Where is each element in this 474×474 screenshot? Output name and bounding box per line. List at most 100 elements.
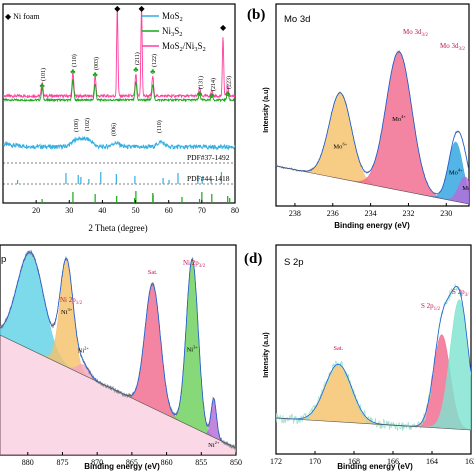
ni3s2-peak-marker: ♣ (225, 89, 231, 98)
xps-envelope (276, 286, 471, 427)
panel-a-legend: MoS2 Ni3S2 MoS2/Ni3S2 (142, 11, 206, 53)
panel-d-title: S 2p (284, 257, 304, 268)
ni3s2-peak-marker: ♣ (70, 67, 76, 76)
xps-component-label: Sat. (148, 269, 158, 276)
nifoam-peak-marker: ◆ (220, 23, 227, 32)
ni3s2-peak-marker: ♣ (133, 65, 139, 74)
panel-c-tick-label: 860 (161, 458, 173, 467)
ni3s2-peak-label: (003) (93, 57, 100, 70)
panel-b-title: Mo 3d (284, 14, 310, 25)
panel-d-letter: (d) (244, 251, 262, 267)
legend-label-composite: MoS2/Ni3S2 (162, 41, 206, 53)
mos2-peak-label: (006) (111, 123, 118, 136)
panel-d-tick-label: 162 (465, 457, 474, 466)
legend-label-mos2: MoS2 (162, 11, 183, 23)
panel-d-tick-label: 170 (309, 457, 321, 466)
s2p-right-label: S 2p3/ (452, 288, 469, 298)
panel-d-tick-label: 166 (387, 457, 399, 466)
panel-b-mo3d: Mo6+Mo4+Mo4+Mo6+ 238236234232230228 (b) … (247, 3, 474, 230)
pdf-label-2: PDF#44-1418 (187, 174, 230, 183)
pdf-label-1: PDF#37-1492 (187, 153, 230, 162)
legend-label-ni3s2: Ni3S2 (162, 26, 183, 38)
ni2p-left-label: Ni 2p1/2 (60, 296, 83, 306)
xps-component-3 (431, 176, 469, 205)
panel-b-tick-label: 234 (365, 209, 377, 218)
panel-c-tick-label: 855 (195, 458, 207, 467)
panel-c-tick-label: 850 (230, 458, 242, 467)
ni3s2-peak-label: (122) (151, 54, 158, 67)
ni3s2-peak-marker: ♣ (93, 70, 99, 79)
ni2p-right-label: Ni 2p3/2 (183, 259, 206, 269)
panel-b-letter: (b) (247, 7, 265, 23)
panel-b-tick-label: 236 (327, 209, 339, 218)
panel-a-tick-label: 20 (32, 206, 40, 215)
panel-d-frame (275, 244, 472, 455)
panel-a-xrd: ◆ ◆◆♣(101) ♣(110)♣(003) ♣(211)♣(122)♣(131)♣… (2, 3, 239, 233)
ni3s2-peak-label: (131) (198, 76, 205, 89)
xps-component-label: Mo6+ (333, 142, 347, 151)
xps-envelope (276, 51, 469, 195)
panel-b-frame (275, 3, 470, 207)
ni3s2-peak-label: (223) (226, 76, 233, 89)
panel-d-tick-label: 172 (270, 457, 282, 466)
panel-c-tick-label: 880 (22, 458, 34, 467)
panel-b-tick-label: 238 (289, 209, 301, 218)
panel-c-title: p (1, 254, 6, 265)
ni3s2-peak-label: (110) (71, 54, 78, 67)
panel-a-frame (2, 3, 236, 204)
xps-baseline (0, 334, 236, 449)
xps-component-label: Mo4+ (392, 114, 406, 123)
ni3s2-peak-label: (211) (134, 52, 141, 65)
xps-component-label: Ni3+ (61, 307, 73, 316)
ni3s2-peak-marker: ♣ (150, 67, 156, 76)
ni3s2-peak-marker: ♣ (209, 91, 215, 100)
xps-component-label: Ni2+ (208, 440, 220, 449)
xps-baseline (276, 165, 469, 205)
xps-component-label: Mo4+ (449, 168, 463, 177)
nifoam-legend: ◆ Ni foam (5, 12, 40, 21)
panel-a-tick-label: 60 (165, 206, 173, 215)
xps-background-area (0, 335, 236, 455)
xps-component-label: Sat. (26, 239, 36, 246)
ni3s2-peak-marker: ♣ (197, 89, 203, 98)
panel-c-tick-label: 865 (126, 458, 138, 467)
panel-b-ylabel: Intensity (a.u) (263, 87, 270, 133)
panel-a-tick-label: 50 (132, 206, 140, 215)
panel-b-tick-label: 230 (440, 209, 452, 218)
nifoam-peak-marker: ◆ (138, 4, 145, 13)
xps-component-label: Ni3+ (187, 344, 199, 353)
panel-a-tick-label: 30 (65, 206, 73, 215)
nifoam-peak-marker: ◆ (114, 4, 121, 13)
panel-d-tick-label: 168 (348, 457, 360, 466)
panel-c-xlabel: Binding energy (eV) (84, 462, 160, 471)
panel-c-tick-label: 870 (91, 458, 103, 467)
xps-component-label: Ni2+ (78, 346, 90, 355)
panel-d-ylabel: Intensity (a.u) (263, 332, 270, 378)
s2p-left-label: S 2p1/2 (421, 302, 441, 312)
panel-c-tick-label: 875 (56, 458, 68, 467)
panel-a-tick-label: 70 (198, 206, 206, 215)
xps-component-label: Mo6+ (462, 183, 474, 192)
ni3s2-peak-label: (214) (210, 78, 217, 91)
panel-c-ni2p: Sat. Ni3+ Ni2+ Sat. Ni3+ Ni2+ 880 875 870 865 860… (0, 239, 242, 471)
mos2-peak-label: (100) (73, 119, 80, 132)
panel-b-tick-label: 232 (402, 209, 414, 218)
panel-d-xlabel: Binding energy (eV) (337, 462, 413, 471)
xps-baseline (276, 417, 471, 431)
mos2-peak-label: (110) (156, 120, 163, 133)
mo3d-left-label: Mo 3d3/2 (403, 28, 428, 38)
ni3s2-peak-marker: ♣ (39, 81, 45, 90)
xrd-series-mos2 (3, 135, 235, 151)
mo3d-right-label: Mo 3d3/2 (440, 42, 465, 52)
panel-d-tick-label: 164 (426, 457, 438, 466)
panel-b-xlabel: Binding energy (eV) (334, 221, 410, 230)
panel-d-s2p: Sat. 172 170 168 166 164 162 (d) S 2p Intensi… (244, 244, 474, 471)
panel-a-xlabel: 2 Theta (degree) (88, 223, 147, 233)
xrd-series-ni3s2 (3, 79, 235, 103)
xrd-series-mos2-ni3s2 (3, 8, 235, 99)
panel-a-tick-label: 80 (231, 206, 239, 215)
mos2-peak-label: (102) (84, 118, 91, 131)
panel-a-tick-label: 40 (98, 206, 106, 215)
xps-component-label: Sat. (333, 345, 343, 352)
